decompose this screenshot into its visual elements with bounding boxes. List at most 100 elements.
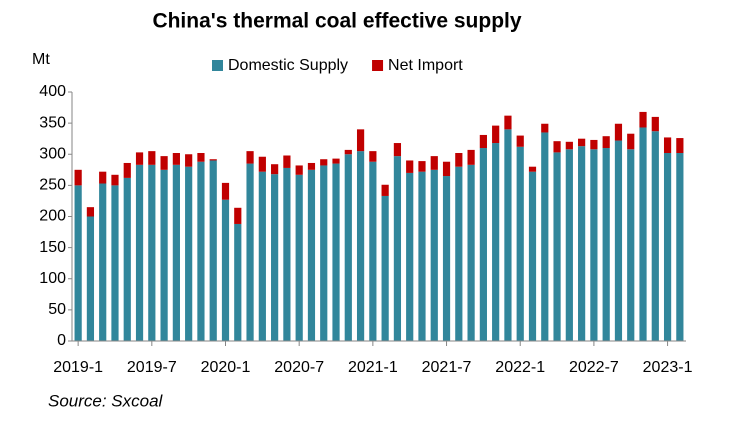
bar-segment: [185, 166, 193, 341]
bar-segment: [467, 164, 475, 341]
bar-segment: [479, 148, 487, 341]
bar-segment: [356, 129, 365, 152]
bar-segment: [258, 171, 266, 341]
bar-segment: [135, 164, 144, 341]
bar-segment: [590, 149, 598, 341]
x-tick-label: 2022-7: [569, 359, 619, 376]
bar-segment: [148, 164, 156, 341]
bar-segment: [406, 160, 414, 173]
bar-segment: [99, 183, 107, 341]
bar-segment: [418, 161, 426, 172]
y-tick-label: 200: [39, 208, 66, 225]
bar-segment: [295, 174, 303, 341]
bar-segment: [185, 154, 193, 167]
y-tick-label: 100: [39, 270, 66, 287]
bar-segment: [602, 136, 610, 149]
bar-segment: [516, 135, 524, 147]
bar-segment: [234, 207, 242, 224]
bar-segment: [74, 169, 82, 186]
bar-segment: [221, 199, 230, 341]
bar-segment: [578, 146, 586, 341]
chart-title: China's thermal coal effective supply: [152, 10, 521, 33]
bar-segment: [602, 148, 610, 341]
bar-segment: [258, 156, 266, 172]
bar-segment: [172, 153, 180, 165]
bar-segment: [381, 195, 389, 341]
bar-segment: [221, 182, 230, 200]
source: Source: Sxcoal: [48, 391, 164, 410]
bar-segment: [320, 159, 328, 166]
y-tick-label: 400: [39, 83, 66, 100]
bar-segment: [651, 116, 659, 132]
bar-segment: [614, 140, 623, 341]
bar-segment: [553, 141, 561, 153]
bar-segment: [393, 143, 402, 157]
legend-label: Domestic Supply: [228, 57, 348, 74]
x-tick-label: 2020-1: [201, 359, 251, 376]
x-tick-label: 2019-7: [127, 359, 177, 376]
bar-segment: [123, 177, 131, 341]
bar-segment: [111, 174, 119, 186]
bar-segment: [369, 151, 377, 162]
bar-segment: [455, 153, 463, 167]
y-tick-label: 300: [39, 145, 66, 162]
bar-segment: [283, 155, 291, 168]
bar-segment: [651, 131, 659, 341]
bar-segment: [504, 129, 512, 341]
bar-segment: [344, 149, 352, 155]
bar-segment: [639, 111, 647, 128]
bar-segment: [676, 153, 684, 341]
y-tick-label: 350: [39, 114, 66, 131]
bar-segment: [627, 149, 635, 341]
bar-segment: [430, 156, 438, 170]
bar-segment: [578, 138, 586, 147]
bar-segment: [369, 161, 377, 341]
bar-segment: [332, 158, 340, 164]
bar-segment: [197, 161, 205, 341]
bar-segment: [418, 171, 426, 341]
legend-label: Net Import: [388, 57, 463, 74]
bar-segment: [442, 176, 451, 341]
bar-segment: [86, 207, 95, 217]
bar-segment: [86, 216, 95, 341]
bar-segment: [283, 167, 291, 341]
bar-segment: [148, 151, 156, 165]
bar-segment: [528, 171, 537, 341]
bar-segment: [492, 143, 500, 341]
bar-segment: [406, 172, 414, 341]
bar-segment: [307, 162, 316, 170]
bar-segment: [111, 185, 119, 341]
bar-segment: [307, 169, 316, 341]
bar-segment: [160, 169, 168, 341]
bar-segment: [271, 164, 279, 175]
y-tick-label: 0: [57, 332, 66, 349]
legend-swatch: [212, 60, 223, 71]
bar-segment: [541, 132, 549, 341]
bar-segment: [565, 141, 573, 150]
y-tick-label: 150: [39, 239, 66, 256]
y-axis-label: Mt: [32, 51, 50, 68]
bar-segment: [467, 149, 475, 165]
bar-segment: [160, 156, 168, 170]
bar-segment: [356, 151, 365, 341]
bar-segment: [639, 127, 647, 341]
bar-segment: [123, 162, 131, 178]
bar-segment: [234, 223, 242, 341]
x-tick-label: 2021-7: [422, 359, 472, 376]
bar-segment: [197, 153, 205, 162]
bar-segment: [393, 156, 402, 341]
x-tick-label: 2021-1: [348, 359, 398, 376]
legend-swatch: [372, 60, 384, 71]
bar-segment: [663, 153, 672, 341]
bar-segment: [504, 115, 512, 130]
bar-segment: [663, 137, 672, 154]
bar-segment: [172, 164, 180, 341]
bar-segment: [516, 146, 524, 341]
bar-segment: [541, 123, 549, 133]
bar-segment: [553, 152, 561, 341]
bar-segment: [135, 152, 144, 165]
x-tick-label: 2022-1: [495, 359, 545, 376]
bar-segment: [332, 163, 340, 341]
bar-segment: [246, 151, 254, 164]
bar-segment: [627, 133, 635, 150]
